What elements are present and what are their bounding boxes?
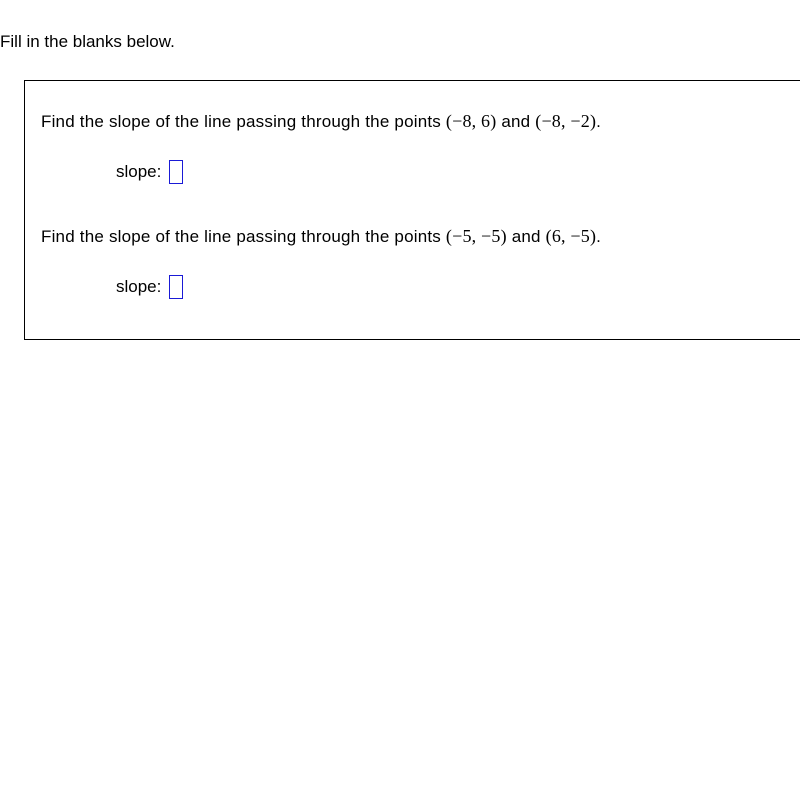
question-2: Find the slope of the line passing throu…: [41, 226, 780, 247]
answer-row-1: slope:: [116, 160, 780, 184]
q2-mid: and: [507, 227, 546, 246]
q1-point2: (−8, −2): [535, 111, 596, 131]
slope-label-1: slope:: [116, 162, 161, 182]
instruction-text: Fill in the blanks below.: [0, 32, 175, 52]
slope-input-1[interactable]: [169, 160, 183, 184]
problem-box: Find the slope of the line passing throu…: [24, 80, 800, 340]
q2-prefix: Find the slope of the line passing throu…: [41, 227, 446, 246]
answer-row-2: slope:: [116, 275, 780, 299]
q1-suffix: .: [596, 112, 601, 131]
slope-label-2: slope:: [116, 277, 161, 297]
q1-mid: and: [496, 112, 535, 131]
slope-input-2[interactable]: [169, 275, 183, 299]
q2-point2: (6, −5): [546, 226, 597, 246]
q1-point1: (−8, 6): [446, 111, 497, 131]
q1-prefix: Find the slope of the line passing throu…: [41, 112, 446, 131]
q2-suffix: .: [596, 227, 601, 246]
question-1: Find the slope of the line passing throu…: [41, 111, 780, 132]
q2-point1: (−5, −5): [446, 226, 507, 246]
